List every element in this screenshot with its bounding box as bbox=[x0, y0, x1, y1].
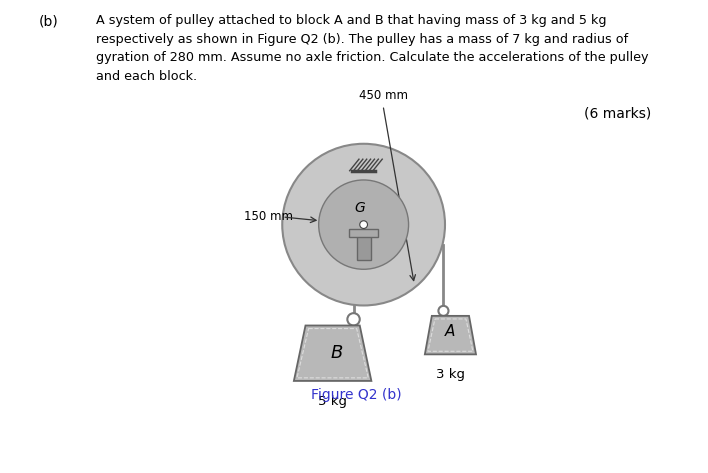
Polygon shape bbox=[425, 316, 476, 354]
FancyBboxPatch shape bbox=[349, 229, 378, 237]
Text: 5 kg: 5 kg bbox=[318, 395, 347, 408]
Text: Figure Q2 (b): Figure Q2 (b) bbox=[311, 388, 401, 402]
Text: 450 mm: 450 mm bbox=[358, 89, 408, 102]
Circle shape bbox=[360, 221, 367, 228]
Text: 3 kg: 3 kg bbox=[436, 368, 465, 381]
Text: A system of pulley attached to block A and B that having mass of 3 kg and 5 kg
r: A system of pulley attached to block A a… bbox=[96, 14, 648, 83]
FancyBboxPatch shape bbox=[357, 231, 370, 260]
Text: 150 mm: 150 mm bbox=[244, 210, 292, 223]
Text: (6 marks): (6 marks) bbox=[584, 106, 651, 121]
Text: A: A bbox=[445, 324, 456, 339]
Text: G: G bbox=[355, 201, 365, 215]
Text: B: B bbox=[331, 344, 343, 362]
Circle shape bbox=[319, 180, 409, 269]
Text: (b): (b) bbox=[39, 14, 59, 28]
Polygon shape bbox=[294, 325, 372, 381]
Circle shape bbox=[282, 144, 445, 306]
